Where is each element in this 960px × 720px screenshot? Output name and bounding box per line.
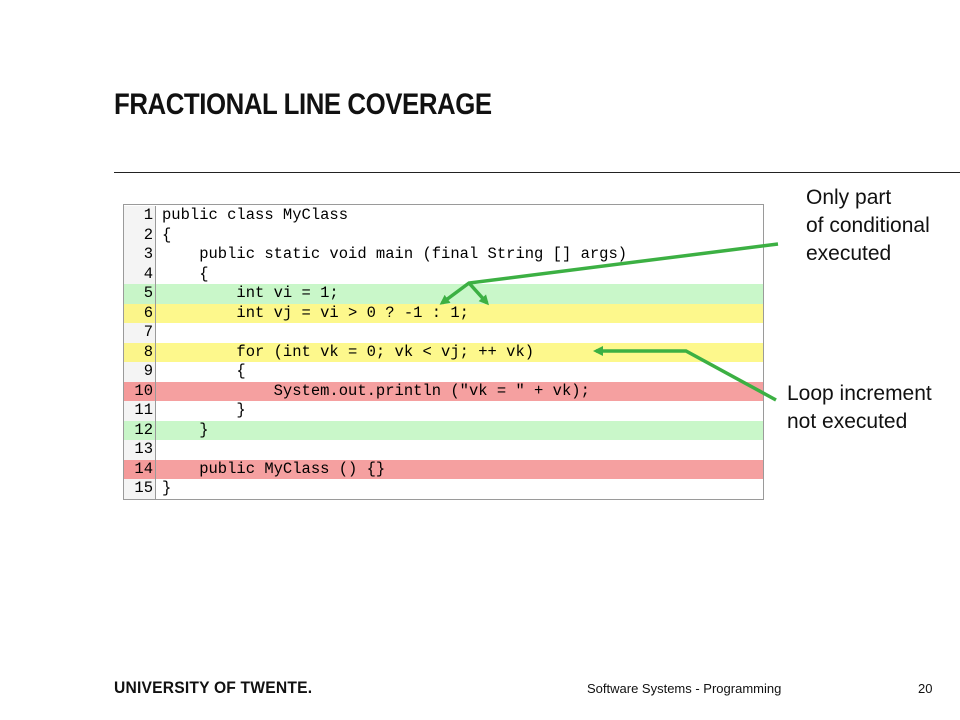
code-line-6: 6 int vj = vi > 0 ? -1 : 1; [124, 303, 763, 323]
callout-loop-line-1: Loop increment [787, 382, 932, 405]
code-line-12: 12 } [124, 420, 763, 440]
code-coverage-listing: 1 public class MyClass 2{3 public static v… [123, 204, 764, 500]
line-number: 10 [124, 381, 156, 401]
code-line-10: 10 System.out.println ("vk = " + vk); [124, 381, 763, 401]
page-number: 20 [918, 681, 933, 696]
code-line-13: 13 [124, 440, 763, 460]
code-text: { [162, 225, 172, 244]
code-text: } [162, 401, 246, 419]
callout-conditional: Only part of conditional executed [806, 184, 930, 268]
code-text: public MyClass () {} [162, 459, 386, 478]
line-number: 8 [124, 342, 156, 362]
line-number: 1 [124, 206, 156, 226]
line-number: 13 [124, 440, 156, 460]
code-text: public static void main (final String []… [162, 245, 628, 263]
code-line-11: 11 } [124, 401, 763, 421]
line-number: 14 [124, 459, 156, 479]
code-line-2: 2{ [124, 225, 763, 245]
callout-conditional-line-3: executed [806, 242, 892, 265]
code-text: for (int vk = 0; vk < vj; ++ vk) [162, 342, 535, 361]
slide-title: FRACTIONAL LINE COVERAGE [114, 88, 492, 121]
callout-loop: Loop increment not executed [787, 380, 932, 436]
code-text: } [162, 420, 209, 439]
code-line-7: 7 [124, 323, 763, 343]
code-line-1: 1 public class MyClass [124, 206, 763, 226]
course-name: Software Systems - Programming [587, 681, 782, 696]
line-number: 11 [124, 401, 156, 421]
code-line-3: 3 public static void main (final String … [124, 245, 763, 265]
code-line-8: 8 for (int vk = 0; vk < vj; ++ vk) [124, 342, 763, 362]
line-number: 5 [124, 284, 156, 304]
code-line-15: 15} [124, 479, 763, 499]
code-text: } [162, 479, 172, 497]
code-text: int vi = 1; [162, 284, 339, 302]
code-line-4: 4 { [124, 264, 763, 284]
code-line-5: 5 int vi = 1; [124, 284, 763, 304]
line-number: 15 [124, 479, 156, 499]
code-line-9: 9 { [124, 362, 763, 382]
code-text: System.out.println ("vk = " + vk); [162, 381, 590, 400]
callout-conditional-line-2: of conditional [806, 214, 930, 237]
callout-conditional-line-1: Only part [806, 186, 892, 209]
callout-loop-line-2: not executed [787, 410, 908, 433]
line-number: 12 [124, 420, 156, 440]
line-number: 2 [124, 225, 156, 245]
university-logo: UNIVERSITY OF TWENTE. [114, 678, 313, 697]
line-number: 4 [124, 264, 156, 284]
line-number: 6 [124, 303, 156, 323]
code-line-14: 14 public MyClass () {} [124, 459, 763, 479]
line-number: 7 [124, 323, 156, 343]
code-text: { [162, 264, 209, 283]
code-text: { [162, 362, 246, 380]
line-number: 3 [124, 245, 156, 265]
line-number: 9 [124, 362, 156, 382]
code-text: public class MyClass [162, 206, 349, 224]
code-text: int vj = vi > 0 ? -1 : 1; [162, 303, 469, 322]
title-divider [114, 172, 960, 173]
